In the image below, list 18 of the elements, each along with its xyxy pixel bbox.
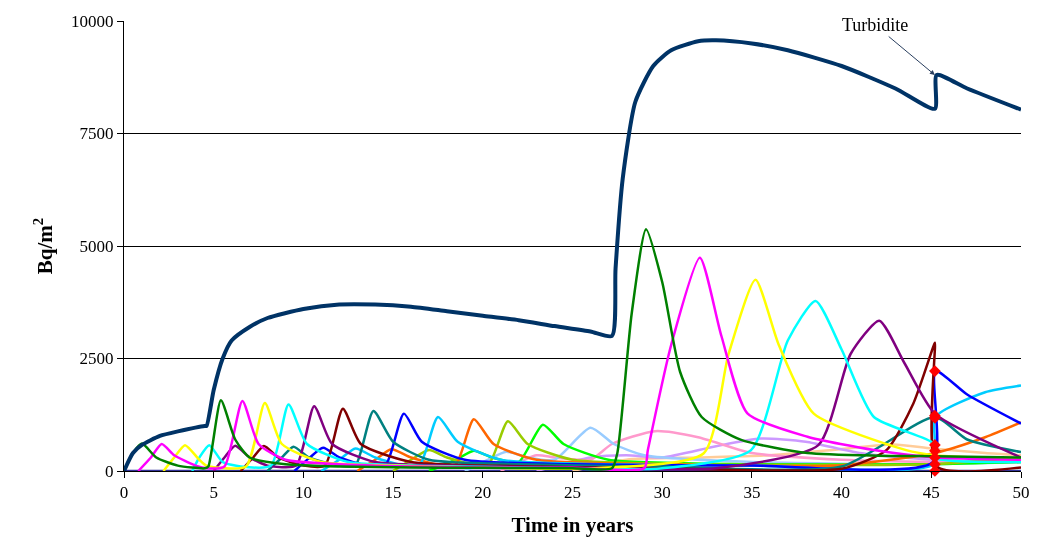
y-tick-label: 2500 (79, 349, 114, 369)
x-tick-label: 0 (119, 483, 129, 503)
annotation: Turbidite (842, 15, 909, 35)
x-axis-title: Time in years (511, 512, 634, 537)
x-tick-label: 25 (564, 483, 581, 503)
x-tick-label: 40 (833, 483, 851, 503)
x-tick-label: 5 (209, 483, 218, 503)
x-tick-label: 15 (384, 483, 402, 503)
x-tick-label: 50 (1012, 483, 1030, 503)
y-tick-label: 5000 (79, 236, 114, 256)
y-tick-label: 10000 (71, 11, 114, 31)
x-tick-label: 20 (474, 483, 492, 503)
x-tick-label: 35 (743, 483, 761, 503)
y-tick-label: 0 (105, 461, 114, 481)
x-tick-label: 10 (294, 483, 312, 503)
x-tick-label: 45 (922, 483, 940, 503)
x-tick-label: 30 (653, 483, 671, 503)
y-tick-label: 7500 (79, 124, 114, 144)
